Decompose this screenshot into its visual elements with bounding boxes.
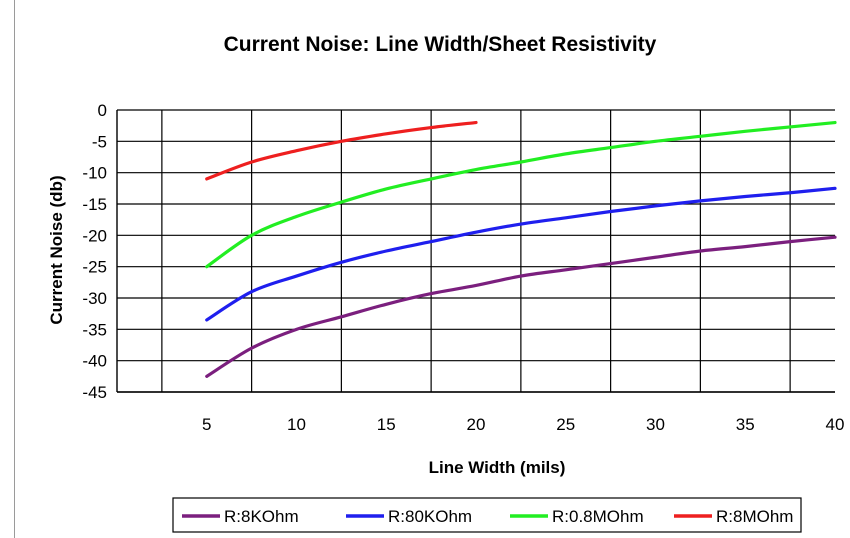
x-tick-label: 5 [202, 415, 211, 434]
chart-title: Current Noise: Line Width/Sheet Resistiv… [224, 33, 657, 56]
x-tick-label: 15 [377, 415, 396, 434]
y-tick-label: -40 [82, 352, 107, 371]
x-tick-label: 30 [646, 415, 665, 434]
legend-label: R:0.8MOhm [552, 507, 644, 526]
y-tick-label: -5 [92, 132, 107, 151]
series-line-r-80kohm [205, 186, 837, 322]
y-tick-label: -45 [82, 383, 107, 402]
y-tick-label: 0 [98, 101, 107, 120]
series-line-r-8mohm [205, 120, 478, 181]
x-tick-label: 35 [736, 415, 755, 434]
y-tick-label: -10 [82, 164, 107, 183]
plot-area [117, 110, 835, 392]
chart-frame: Current Noise: Line Width/Sheet Resistiv… [14, 0, 850, 538]
line-chart: Current Noise: Line Width/Sheet Resistiv… [47, 33, 845, 533]
y-tick-label: -15 [82, 195, 107, 214]
legend-label: R:80KOhm [388, 507, 472, 526]
x-tick-label: 10 [287, 415, 306, 434]
x-tick-label: 20 [467, 415, 486, 434]
y-tick-label: -20 [82, 226, 107, 245]
legend-label: R:8KOhm [224, 507, 299, 526]
series-line-r-8kohm [205, 235, 837, 378]
y-axis-label: Current Noise (db) [47, 175, 66, 324]
x-tick-label: 40 [826, 415, 845, 434]
y-tick-label: -30 [82, 289, 107, 308]
x-tick-label: 25 [556, 415, 575, 434]
y-tick-label: -25 [82, 258, 107, 277]
legend-label: R:8MOhm [716, 507, 793, 526]
y-tick-label: -35 [82, 320, 107, 339]
x-axis-label: Line Width (mils) [429, 458, 566, 477]
series-line-r-0-8mohm [205, 120, 837, 269]
